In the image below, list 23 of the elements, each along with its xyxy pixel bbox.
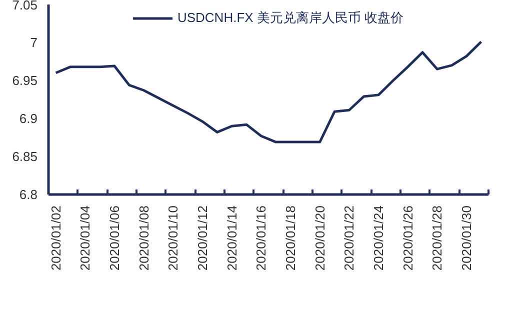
x-tick-label: 2020/01/04 bbox=[78, 205, 93, 271]
x-tick-label: 2020/01/18 bbox=[283, 205, 298, 271]
y-tick-label: 6.9 bbox=[19, 111, 38, 126]
x-tick-label: 2020/01/26 bbox=[400, 205, 416, 271]
y-tick-label: 6.8 bbox=[19, 187, 38, 202]
x-tick-label: 2020/01/10 bbox=[166, 205, 181, 271]
x-tick-label: 2020/01/08 bbox=[136, 205, 152, 271]
x-tick-label: 2020/01/12 bbox=[195, 205, 210, 271]
x-tick-label: 2020/01/24 bbox=[371, 205, 386, 271]
y-tick-label: 6.85 bbox=[12, 149, 38, 164]
x-tick-label: 2020/01/28 bbox=[430, 205, 445, 271]
x-tick-label: 2020/01/02 bbox=[48, 205, 64, 271]
x-tick-label: 2020/01/22 bbox=[342, 205, 357, 271]
x-tick-label: 2020/01/20 bbox=[312, 205, 328, 271]
x-tick-label: 2020/01/06 bbox=[107, 205, 122, 271]
x-tick-label: 2020/01/16 bbox=[254, 205, 269, 271]
y-tick-label: 7 bbox=[30, 35, 38, 50]
legend-label: USDCNH.FX 美元兑离岸人民币 收盘价 bbox=[177, 9, 404, 27]
y-tick-label: 7.05 bbox=[12, 0, 38, 12]
x-tick-label: 2020/01/30 bbox=[459, 205, 474, 271]
y-tick-label: 6.95 bbox=[12, 73, 38, 88]
x-tick-label: 2020/01/14 bbox=[224, 205, 240, 271]
line-series bbox=[54, 40, 482, 144]
